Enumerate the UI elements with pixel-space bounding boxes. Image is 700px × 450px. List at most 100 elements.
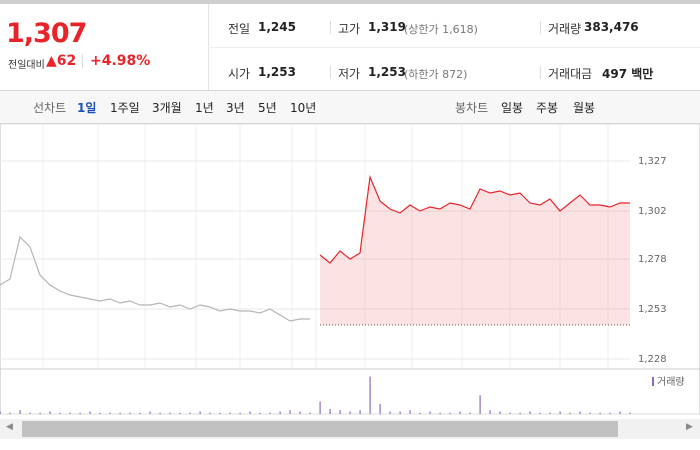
stat-label: 거래대금	[548, 67, 593, 81]
volume-bar	[129, 412, 131, 414]
stat-note: (상한가 1,618)	[404, 23, 478, 36]
volume-bar	[199, 411, 201, 414]
volume-bar	[459, 411, 461, 414]
volume-bar	[99, 412, 101, 414]
area	[320, 177, 630, 325]
stat-value: 1,245	[258, 20, 296, 34]
stat-label: 거래량	[548, 22, 582, 36]
volume-bar	[579, 411, 581, 414]
volume-bar	[19, 410, 21, 414]
divider	[540, 21, 541, 34]
volume-bar	[119, 412, 121, 414]
divider	[82, 54, 83, 68]
volume-bar	[409, 410, 411, 414]
volume-bar	[39, 412, 41, 414]
volume-bar	[509, 412, 511, 414]
tab[interactable]: 3년	[226, 101, 245, 115]
y-tick-label: 1,228	[638, 354, 667, 365]
y-tick-label: 1,253	[638, 304, 667, 315]
volume-bar	[339, 410, 341, 414]
volume-bar	[149, 411, 151, 414]
price: 1,307	[6, 18, 87, 49]
volume-bar	[529, 411, 531, 414]
y-tick-label: 1,327	[638, 156, 667, 167]
volume-bar	[469, 412, 471, 414]
volume-bar	[289, 410, 291, 414]
price-line	[0, 235, 310, 322]
volume-bar	[319, 401, 321, 414]
volume-bar	[189, 412, 191, 414]
volume-bar	[259, 412, 261, 414]
stat-value: 1,253	[258, 65, 296, 79]
tab[interactable]: 주봉	[536, 101, 559, 115]
volume-bar	[489, 410, 491, 414]
tab[interactable]: 3개월	[152, 101, 182, 115]
volume-bar	[369, 376, 371, 414]
divider	[540, 66, 541, 79]
stat-value: 497 백만	[602, 67, 654, 81]
volume-bar	[429, 411, 431, 414]
volume-bar	[629, 412, 631, 414]
stat-label: 고가	[338, 22, 361, 36]
volume-bar	[379, 404, 381, 414]
tab-label: 봉차트	[455, 101, 489, 115]
scroll-right[interactable]: ▶	[686, 422, 693, 432]
tab[interactable]: 1주일	[110, 101, 140, 115]
volume-bar	[219, 412, 221, 414]
y-tick-label: 1,278	[638, 254, 667, 265]
stat-value: 1,253	[368, 65, 406, 79]
volume-bar	[309, 412, 311, 414]
volume-bar	[599, 412, 601, 414]
volume-bar	[269, 412, 271, 414]
volume-bar	[229, 412, 231, 414]
volume-bar	[9, 412, 11, 414]
volume-bar	[169, 412, 171, 414]
volume-bar	[59, 412, 61, 414]
volume-bar	[399, 411, 401, 414]
legend-label: 거래량	[657, 376, 685, 388]
volume-bar	[559, 411, 561, 414]
tab[interactable]: 1년	[195, 101, 214, 115]
scroll-left[interactable]: ◀	[6, 422, 13, 432]
volume-bar	[109, 412, 111, 414]
volume-bar	[419, 412, 421, 414]
chart: 1,327 1,302 1,278 1,253 1,228 거래량	[0, 124, 700, 415]
volume-bar	[519, 412, 521, 414]
stat-label: 시가	[228, 67, 251, 81]
volume-bar	[299, 411, 301, 414]
tab[interactable]: 일봉	[501, 101, 524, 115]
volume-bar	[239, 412, 241, 414]
y-tick-label: 1,302	[638, 206, 667, 217]
volume-bar	[0, 411, 1, 414]
volume-bar	[69, 412, 71, 414]
price-line	[319, 174, 630, 264]
volume-bar	[449, 412, 451, 414]
divider	[330, 21, 331, 34]
volume-bar	[139, 412, 141, 414]
volume-bar	[439, 412, 441, 414]
divider	[330, 66, 331, 79]
tab[interactable]: 1일	[77, 101, 97, 115]
volume-bar	[279, 411, 281, 414]
volume-bar	[619, 411, 621, 414]
volume-bar	[79, 412, 81, 414]
divider	[208, 47, 700, 48]
volume-bar	[539, 412, 541, 414]
change-value: 62	[56, 53, 77, 69]
volume-bar	[569, 412, 571, 414]
volume-bar	[479, 395, 481, 414]
volume-bar	[249, 411, 251, 414]
stat-value: 383,476	[584, 20, 639, 34]
volume-bar	[349, 411, 351, 414]
scroll-thumb[interactable]	[22, 421, 618, 437]
volume-bar	[549, 412, 551, 414]
volume-bar	[589, 412, 591, 414]
change: ▲62	[46, 53, 77, 69]
tab-label: 선차트	[33, 101, 67, 115]
legend-swatch	[652, 377, 654, 386]
tab[interactable]: 5년	[258, 101, 277, 115]
tab[interactable]: 10년	[290, 101, 317, 115]
volume-bar	[179, 412, 181, 414]
tab[interactable]: 월봉	[573, 101, 596, 115]
